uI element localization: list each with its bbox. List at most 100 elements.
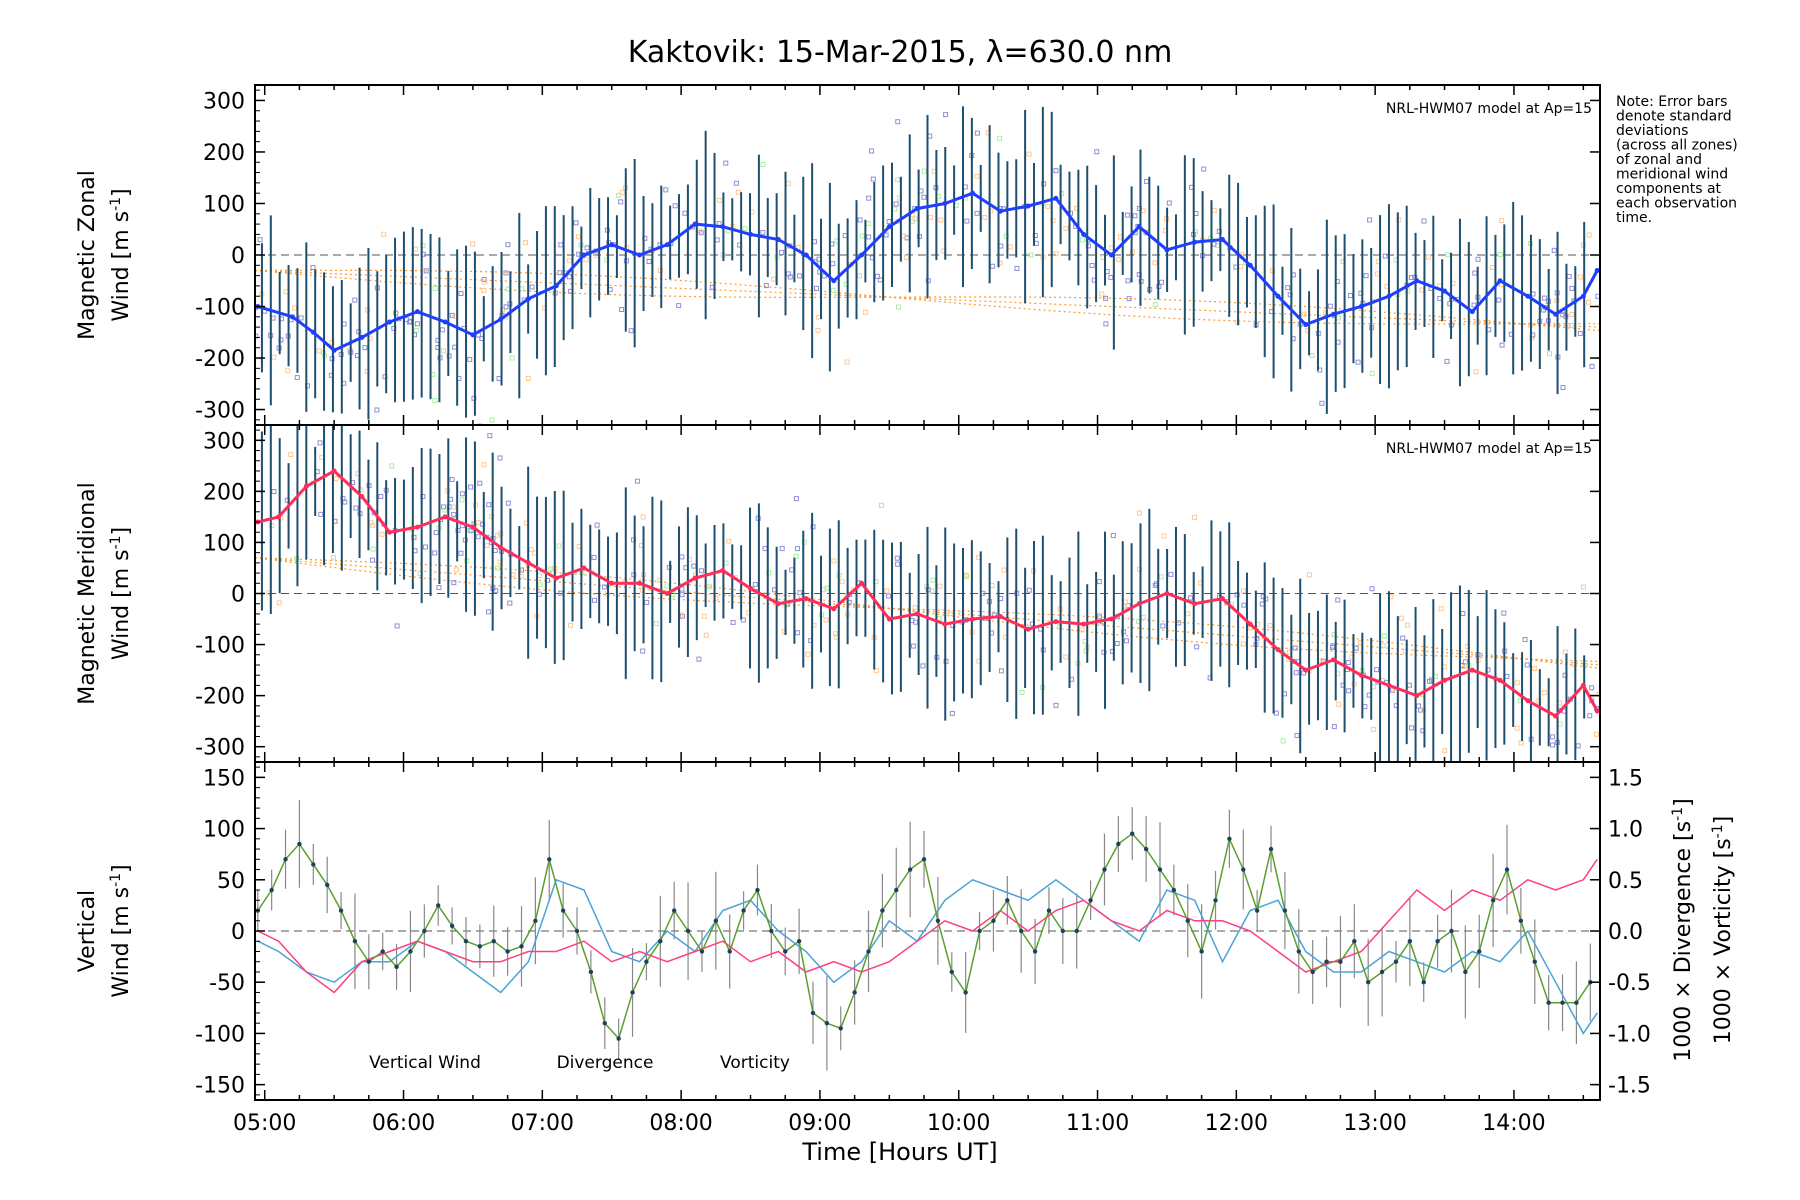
scatter-point <box>558 242 564 248</box>
scatter-point <box>1306 572 1312 578</box>
scatter-point <box>943 112 949 118</box>
legend-item: Divergence <box>557 1053 654 1073</box>
data-point <box>1330 311 1336 317</box>
scatter-point <box>467 356 473 362</box>
scatter-point <box>302 405 306 409</box>
data-point <box>991 918 996 923</box>
scatter-point <box>895 304 901 310</box>
scatter-point <box>1550 742 1556 748</box>
scatter-point <box>1123 638 1129 644</box>
scatter-point <box>895 177 901 183</box>
scatter-point <box>494 565 500 571</box>
x-tick-label: 14:00 <box>1482 1111 1545 1136</box>
scatter-point <box>353 505 359 511</box>
scatter-point <box>1589 685 1595 691</box>
scatter-point <box>432 285 438 291</box>
scatter-point <box>292 305 298 311</box>
scatter-point <box>1549 734 1555 740</box>
scatter-point <box>664 583 670 589</box>
data-point <box>1219 237 1225 243</box>
scatter-point <box>1408 275 1414 281</box>
x-tick-label: 06:00 <box>372 1111 435 1136</box>
scatter-point <box>271 489 277 495</box>
data-point <box>1053 195 1059 201</box>
y-tick-label: 100 <box>203 818 245 843</box>
scatter-point <box>1166 200 1172 206</box>
data-point <box>1386 682 1392 688</box>
scatter-point <box>859 233 865 239</box>
data-point <box>775 237 781 243</box>
scatter-point <box>1541 295 1547 301</box>
scatter-point <box>592 597 598 603</box>
scatter-point <box>679 554 685 560</box>
y-tick-label: 200 <box>203 141 245 166</box>
scatter-point <box>1099 291 1105 297</box>
scatter-point <box>288 452 294 458</box>
scatter-point <box>716 198 722 204</box>
scatter-point <box>1185 611 1191 617</box>
scatter-point <box>1551 247 1557 253</box>
scatter-point <box>691 563 697 569</box>
scatter-point <box>525 375 531 381</box>
scatter-point <box>698 568 704 574</box>
y2-tick-label: -1.0 <box>1608 1022 1651 1047</box>
data-point <box>824 1020 830 1026</box>
plot-area <box>255 106 1600 425</box>
data-point <box>1594 267 1600 273</box>
note-line: deviations <box>1616 123 1688 139</box>
data-point <box>310 329 316 335</box>
data-point <box>1275 647 1281 653</box>
data-point <box>685 928 691 934</box>
data-point <box>1330 657 1336 663</box>
scatter-point <box>370 522 376 528</box>
scatter-point <box>619 190 625 196</box>
data-point <box>636 252 642 258</box>
data-point <box>658 939 663 944</box>
data-point <box>366 959 372 964</box>
scatter-point <box>714 237 720 243</box>
chart-title: Kaktovik: 15-Mar-2015, λ=630.0 nm <box>628 35 1173 70</box>
y2-tick-label: -0.5 <box>1608 971 1651 996</box>
scatter-point <box>997 135 1003 141</box>
data-point <box>803 252 809 258</box>
data-point <box>831 278 837 284</box>
scatter-point <box>1136 510 1142 516</box>
scatter-point <box>703 632 709 638</box>
y-tick-label: -50 <box>209 971 245 996</box>
data-point <box>1594 708 1600 714</box>
scatter-point <box>1369 370 1375 376</box>
scatter-point <box>1094 149 1100 155</box>
scatter-point <box>1063 654 1069 660</box>
scatter-point <box>1336 701 1342 707</box>
data-point <box>1018 928 1024 934</box>
scatter-point <box>1331 724 1337 730</box>
scatter-point <box>866 195 872 201</box>
scatter-point <box>1381 633 1387 639</box>
data-point <box>463 939 469 944</box>
scatter-point <box>394 623 400 629</box>
data-point <box>519 944 524 949</box>
scatter-point <box>676 303 682 309</box>
scatter-point <box>503 304 509 310</box>
scatter-point <box>1475 256 1481 262</box>
data-point <box>1463 969 1468 975</box>
scatter-point <box>619 307 625 313</box>
scatter-point <box>920 663 926 669</box>
scatter-point <box>497 455 503 461</box>
data-point <box>1053 619 1059 625</box>
scatter-point <box>937 583 943 589</box>
y-label-line2: Wind [m s-1] <box>108 864 134 997</box>
scatter-point <box>1285 285 1291 291</box>
scatter-point <box>442 507 448 513</box>
scatter-point <box>742 226 748 232</box>
scatter-point <box>432 398 438 404</box>
scatter-point <box>644 599 650 605</box>
scatter-point <box>760 230 766 236</box>
scatter-point <box>566 274 572 280</box>
data-point <box>1108 252 1114 258</box>
data-point <box>1241 867 1246 872</box>
data-point <box>1442 288 1448 294</box>
data-point <box>574 928 580 934</box>
scatter-point <box>1497 252 1503 258</box>
